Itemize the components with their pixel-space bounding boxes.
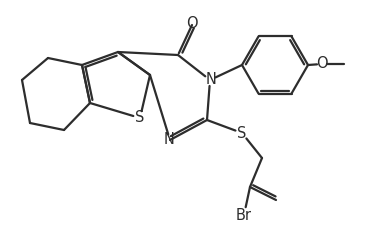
Text: S: S [237,125,247,140]
Text: N: N [206,72,216,87]
Text: N: N [163,132,174,148]
Text: O: O [186,17,198,32]
Text: S: S [135,111,145,125]
Text: Br: Br [236,208,252,224]
Text: O: O [316,57,328,71]
